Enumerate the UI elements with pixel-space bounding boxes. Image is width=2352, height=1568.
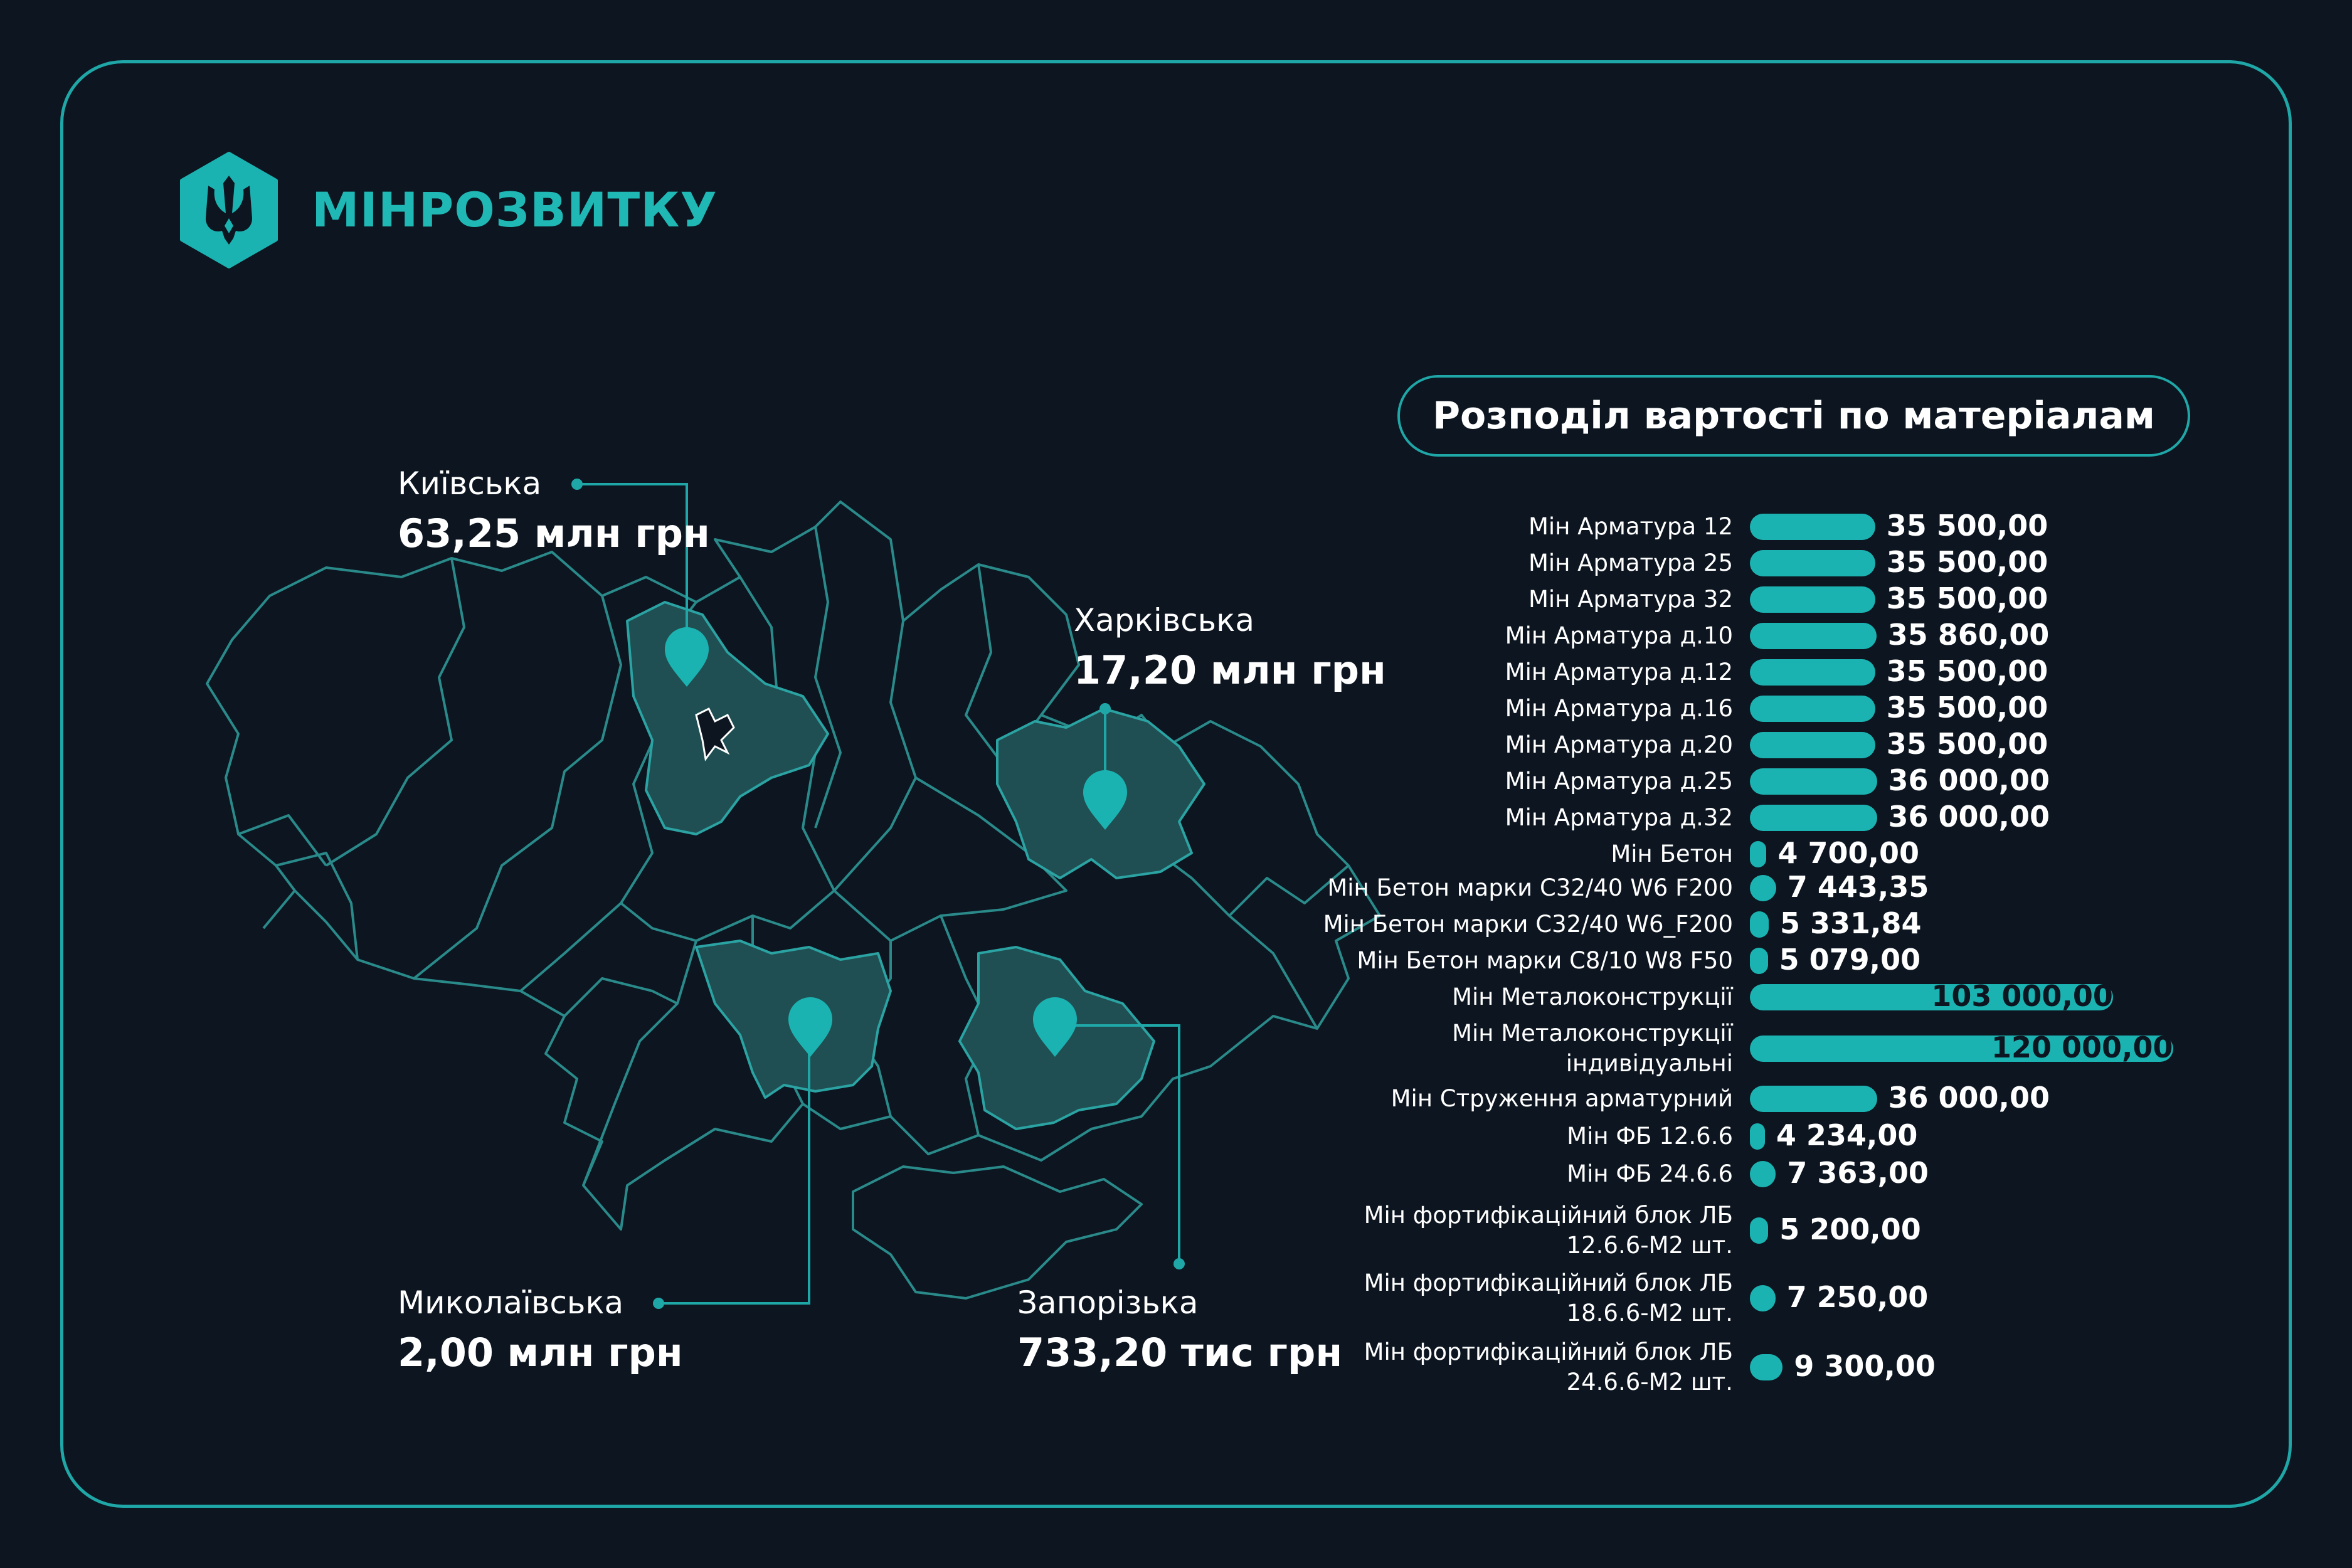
bar-category-label: Мін Бетон марки С32/40 W6_F200 <box>1323 911 1733 938</box>
bar <box>1750 514 1875 540</box>
bar-category-label: Мін фортифікаційний блок ЛБ 18.6.6-М2 шт… <box>1364 1269 1733 1327</box>
zaporizhzhia-leader-dot <box>1173 1258 1185 1269</box>
zaporizhzhia-region-value: 733,20 тис грн <box>1017 1330 1343 1375</box>
crimea-outline <box>852 1165 1143 1300</box>
bar <box>1750 732 1875 758</box>
bar-value-label: 36 000,00 <box>1888 800 2050 834</box>
kyiv-pin-icon <box>665 627 709 687</box>
bar-category-label: Мін Металоконструкції <box>1452 983 1733 1010</box>
bar <box>1750 768 1877 795</box>
bar-value-label: 35 500,00 <box>1886 691 2048 724</box>
bar-category-label: Мін фортифікаційний блок ЛБ 12.6.6-М2 шт… <box>1364 1202 1733 1259</box>
bar-value-label: 35 500,00 <box>1886 727 2048 761</box>
kyiv-region-value: 63,25 млн грн <box>398 511 710 556</box>
bar-category-label: Мін Бетон марки С8/10 W8 F50 <box>1357 947 1733 974</box>
bar <box>1750 586 1875 613</box>
bar <box>1750 948 1768 974</box>
bar <box>1750 1217 1769 1244</box>
bar <box>1750 1285 1776 1311</box>
bar <box>1750 623 1877 649</box>
bar-category-label: Мін Струження арматурний <box>1391 1085 1733 1112</box>
kharkiv-pin-icon <box>1083 770 1127 830</box>
mykolaiv-region-value: 2,00 млн грн <box>398 1330 683 1375</box>
bar-value-label: 7 443,35 <box>1787 870 1929 904</box>
bar-value-label: 5 200,00 <box>1779 1212 1921 1246</box>
bar-category-label: Мін фортифікаційний блок ЛБ 24.6.6-М2 шт… <box>1364 1338 1733 1396</box>
bar-category-label: Мін Арматура 25 <box>1528 549 1733 576</box>
bar-category-label: Мін Арматура 12 <box>1528 513 1733 540</box>
bar <box>1750 550 1875 576</box>
bar <box>1750 911 1769 938</box>
bar-category-label: Мін ФБ 12.6.6 <box>1567 1123 1733 1150</box>
bar-value-label: 35 500,00 <box>1886 509 2048 543</box>
brand-name: МІНРОЗВИТКУ <box>312 182 718 238</box>
bar <box>1750 1354 1783 1380</box>
bar <box>1750 659 1875 686</box>
bar-category-label: Мін Арматура д.25 <box>1505 768 1733 795</box>
bar <box>1750 1086 1877 1112</box>
bar <box>1750 1161 1776 1187</box>
bar-category-label: Мін Металоконструкції індивідуальні <box>1452 1020 1733 1077</box>
bar-value-label: 5 079,00 <box>1779 943 1921 977</box>
bar-value-label: 9 300,00 <box>1794 1349 1936 1383</box>
bar-category-label: Мін Арматура д.16 <box>1505 695 1733 722</box>
bar-value-label: 4 700,00 <box>1777 836 1919 870</box>
bar-value-label: 36 000,00 <box>1888 763 2050 797</box>
bar-category-label: Мін Арматура д.20 <box>1505 731 1733 758</box>
bar-value-label: 36 000,00 <box>1888 1081 2050 1115</box>
bar-value-label: 7 363,00 <box>1787 1156 1929 1190</box>
mykolaiv-leader-dot <box>653 1298 664 1309</box>
kyiv-leader-dot <box>571 479 583 490</box>
zaporizhzhia-pin-icon <box>1033 997 1077 1057</box>
trident-logo-icon <box>180 152 278 268</box>
zaporizhzhia-region-name: Запорізька <box>1017 1285 1199 1321</box>
kharkiv-region-name: Харківська <box>1074 602 1254 638</box>
bar <box>1750 875 1776 901</box>
mykolaiv-pin-icon <box>788 997 832 1057</box>
zaporizhzhia-leader-line <box>1066 1024 1180 1264</box>
kyiv-leader-line <box>577 483 688 633</box>
bar-category-label: Мін Бетон марки С32/40 W6 F200 <box>1327 874 1733 901</box>
bar-category-label: Мін ФБ 24.6.6 <box>1567 1160 1733 1187</box>
bar-category-label: Мін Арматура 32 <box>1528 586 1733 613</box>
bar-value-label: 4 234,00 <box>1776 1118 1918 1152</box>
kyiv-region-name: Київська <box>398 465 542 502</box>
bar-value-label: 35 500,00 <box>1886 581 2048 615</box>
kharkiv-region-value: 17,20 млн грн <box>1074 647 1386 693</box>
bar-category-label: Мін Бетон <box>1611 840 1733 867</box>
bar-category-label: Мін Арматура д.32 <box>1505 804 1733 831</box>
bar <box>1750 841 1767 867</box>
bar-value-label: 5 331,84 <box>1779 906 1922 940</box>
bar-value-label: 7 250,00 <box>1786 1280 1929 1314</box>
bar-value-label: 35 500,00 <box>1886 545 2048 579</box>
bar-value-label: 120 000,00 <box>1991 1030 2173 1064</box>
kyiv-city-outline <box>695 707 735 761</box>
bar-category-label: Мін Арматура д.12 <box>1505 659 1733 686</box>
kharkiv-leader-dot <box>1099 703 1111 714</box>
card-frame <box>60 60 2292 1508</box>
mykolaiv-leader-line <box>659 1054 810 1305</box>
mykolaiv-region-name: Миколаївська <box>398 1285 624 1321</box>
chart-title: Розподіл вартості по матеріалам <box>1433 394 2155 438</box>
bar-value-label: 103 000,00 <box>1931 979 2113 1013</box>
bar-category-label: Мін Арматура д.10 <box>1505 622 1733 649</box>
bar-value-label: 35 860,00 <box>1887 618 2050 652</box>
bar-value-label: 35 500,00 <box>1886 654 2048 688</box>
bar <box>1750 1123 1765 1150</box>
bar <box>1750 805 1877 831</box>
bar <box>1750 696 1875 722</box>
ukraine-outline <box>206 501 1381 1231</box>
bar <box>1750 984 2114 1010</box>
chart-title-box: Розподіл вартості по матеріалам <box>1397 375 2190 457</box>
bar <box>1750 1036 2173 1062</box>
